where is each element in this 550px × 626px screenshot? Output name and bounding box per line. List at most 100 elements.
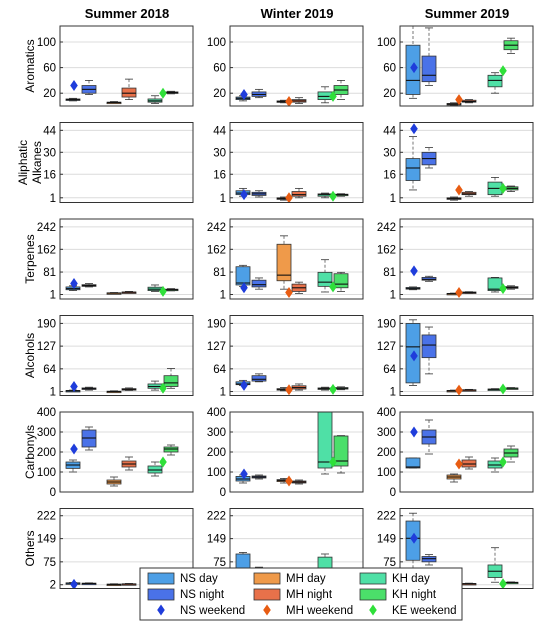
row-label-line: Terpenes <box>23 234 37 283</box>
legend-entry-ke-weekend: KE weekend <box>369 604 457 617</box>
y-tick-label: 127 <box>37 341 56 353</box>
y-tick-label: 149 <box>207 534 226 546</box>
y-tick-label: 1 <box>390 387 396 399</box>
box-mh-night <box>121 456 137 471</box>
marker-ke-weekend <box>499 456 507 468</box>
y-tick-label: 1 <box>50 193 56 205</box>
box-mh-night <box>291 383 307 391</box>
y-tick-label: 1 <box>50 290 56 302</box>
y-tick-label: 20 <box>383 88 396 100</box>
box-ns-night <box>81 426 97 451</box>
box-mh-day <box>106 476 122 487</box>
panel-content <box>405 319 519 396</box>
y-tick-label: 242 <box>377 222 396 234</box>
panel-content <box>405 265 519 299</box>
marker-mh-weekend <box>285 96 293 106</box>
row-label-aromatics: Aromatics <box>23 39 37 92</box>
box-mh-day <box>446 473 462 483</box>
panel-aliphatic-alkanes-summer-2019: 1 16 30 44 <box>383 122 534 205</box>
y-tick-label: 200 <box>37 447 56 459</box>
box-mh-day <box>446 196 462 201</box>
legend-marker <box>369 604 377 616</box>
marker-mh-weekend <box>455 184 463 196</box>
box-mh-day <box>106 292 122 295</box>
legend-label: NS day <box>180 573 218 585</box>
y-tick-label: 400 <box>377 407 396 419</box>
marker-ke-weekend <box>499 182 507 194</box>
marker-mh-weekend <box>285 475 293 487</box>
panel-aliphatic-alkanes-summer-2018: 1 16 30 44 <box>43 122 194 205</box>
box-ns-night <box>421 326 437 375</box>
y-tick-label: 300 <box>37 427 56 439</box>
row-label-line: Alkanes <box>30 141 44 184</box>
marker-ns-weekend <box>70 278 78 290</box>
y-tick-label: 16 <box>213 169 226 181</box>
panel-content <box>235 373 349 396</box>
box-kh-day <box>147 95 163 104</box>
y-tick-label: 2 <box>50 580 56 592</box>
panel-row-carbonyls: Carbonyls 0 100 200 300 400 0 100 200 300 400 0 100 2… <box>23 407 534 499</box>
marker-ke-weekend <box>329 456 337 468</box>
panel-aliphatic-alkanes-winter-2019: 1 16 30 44 <box>213 122 364 205</box>
box-mh-night <box>291 479 307 485</box>
marker-ke-weekend <box>329 281 337 293</box>
row-label-line: Aliphatic <box>16 140 30 185</box>
box-ns-night <box>251 277 267 290</box>
panel-frame <box>399 25 534 107</box>
panel-carbonyls-winter-2019: 0 100 200 300 400 <box>207 407 364 499</box>
box-kh-day <box>317 259 333 293</box>
legend-frame <box>139 567 463 621</box>
box-ns-night <box>251 373 267 383</box>
marker-ns-weekend <box>240 189 248 201</box>
box-kh-night <box>333 193 349 197</box>
legend-label: MH weekend <box>286 605 353 617</box>
box-body <box>421 55 437 83</box>
y-tick-label: 44 <box>383 125 396 137</box>
panel-aromatics-winter-2019: 20 60 100 <box>207 25 364 107</box>
legend-entry-mh-day: MH day <box>253 572 326 585</box>
box-kh-day <box>317 86 333 104</box>
legend-entry-ns-night: NS night <box>147 588 225 601</box>
y-tick-label: 200 <box>207 447 226 459</box>
panel-alcohols-winter-2019: 1 64 127 190 <box>207 315 364 399</box>
legend-marker <box>263 604 271 616</box>
y-tick-label: 222 <box>377 511 396 523</box>
y-tick-label: 1 <box>390 193 396 205</box>
panel-terpenes-summer-2018: 1 81 162 242 <box>37 218 194 302</box>
box-kh-night <box>503 387 519 390</box>
box-ns-day <box>405 26 421 99</box>
legend-label: NS night <box>180 589 225 601</box>
box-ns-night <box>421 147 437 169</box>
panel-row-aromatics: Aromatics 20 60 100 20 60 100 20 60 100 <box>23 25 534 107</box>
y-tick-label: 100 <box>37 37 56 49</box>
panel-frame <box>399 218 534 300</box>
y-tick-label: 127 <box>377 341 396 353</box>
box-kh-day <box>147 284 163 292</box>
box-body <box>291 191 307 197</box>
box-ns-night <box>251 474 267 480</box>
panel-content <box>235 235 349 299</box>
box-kh-night <box>333 435 349 474</box>
box-mh-day <box>106 101 122 105</box>
y-tick-label: 100 <box>207 37 226 49</box>
y-tick-label: 100 <box>377 37 396 49</box>
marker-ke-weekend <box>499 65 507 77</box>
box-kh-night <box>333 271 349 292</box>
box-mh-night <box>461 388 477 392</box>
box-kh-night <box>503 37 519 54</box>
legend-swatch <box>147 588 175 601</box>
marker-ns-weekend <box>410 123 418 135</box>
panel-content <box>65 368 179 394</box>
box-ns-day <box>405 136 421 191</box>
box-mh-night <box>121 291 137 294</box>
y-tick-label: 127 <box>207 341 226 353</box>
legend-label: NS weekend <box>180 605 245 617</box>
box-ns-night <box>421 419 437 455</box>
y-tick-label: 64 <box>383 364 396 376</box>
panel-alcohols-summer-2019: 1 64 127 190 <box>377 315 534 399</box>
legend: NS day MH day KH day NS night MH night KH nig… <box>139 567 463 621</box>
panel-frame <box>399 508 534 589</box>
y-tick-label: 1 <box>50 387 56 399</box>
box-ns-night <box>421 27 437 86</box>
